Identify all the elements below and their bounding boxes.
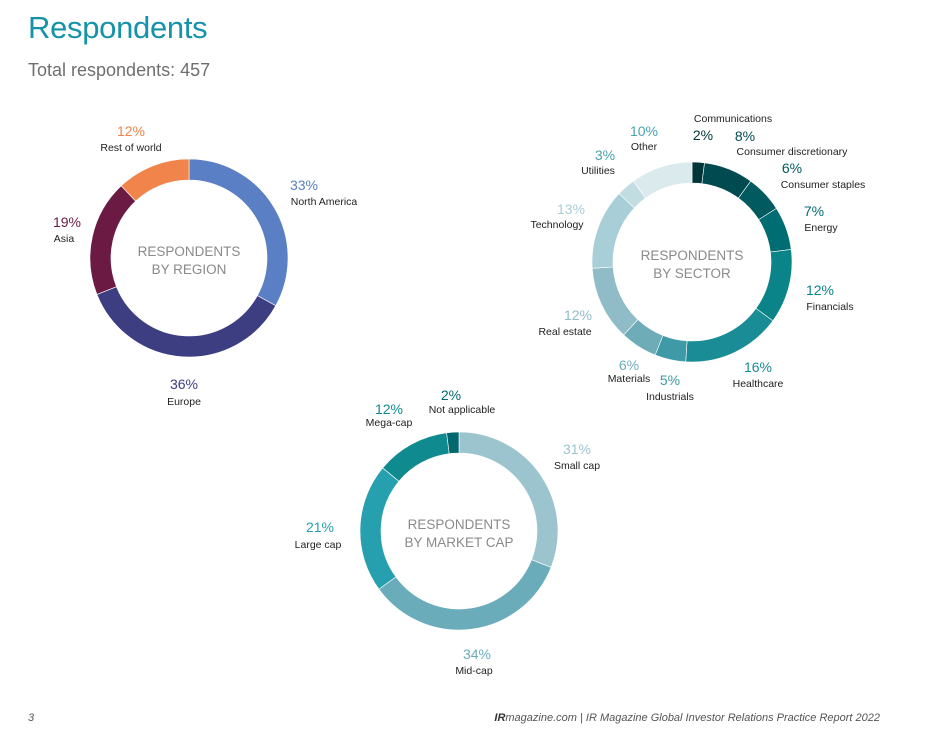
slice-pct-label: 34% bbox=[463, 646, 491, 662]
slice-pct-label: 2% bbox=[441, 387, 461, 403]
donut-chart-market-cap: 31% Small cap 34% Mid-cap 21% Large cap 12%Meg… bbox=[295, 387, 601, 677]
slice-name-label: Other bbox=[631, 141, 658, 153]
slice-pct-label: 10% bbox=[630, 123, 658, 139]
donut-center-title: BY MARKET CAP bbox=[404, 535, 513, 550]
slice-name-label: Communications bbox=[694, 113, 772, 125]
slice-north-america bbox=[188, 158, 289, 307]
slice-name-label: Real estate bbox=[538, 326, 591, 338]
donut-center-title: RESPONDENTS bbox=[408, 517, 511, 532]
footer-source: IRmagazine.com | IR Magazine Global Inve… bbox=[494, 712, 880, 724]
donut-center-title: BY SECTOR bbox=[653, 266, 731, 281]
slice-pct-label: 2% bbox=[693, 127, 713, 143]
slice-name-label: Asia bbox=[54, 233, 75, 245]
donut-center-title: BY REGION bbox=[152, 262, 227, 277]
slice-name-label: Small cap bbox=[554, 460, 600, 472]
slice-pct-label: 12% bbox=[117, 123, 145, 139]
page-title: Respondents bbox=[28, 10, 208, 45]
slice-name-label: Industrials bbox=[646, 391, 694, 403]
donut-chart-sector: 2% Communications 8% Consumer discretionary… bbox=[530, 113, 865, 403]
slice-name-label: Europe bbox=[167, 396, 201, 408]
slice-name-label: Mid-cap bbox=[455, 665, 493, 677]
slice-name-label: Utilities bbox=[581, 165, 615, 177]
slice-name-label: Healthcare bbox=[733, 378, 784, 390]
slice-name-label: Consumer discretionary bbox=[737, 146, 849, 158]
footer-brand: IR bbox=[494, 712, 506, 724]
slice-pct-label: 3% bbox=[595, 147, 615, 163]
donut-center-title: RESPONDENTS bbox=[641, 248, 744, 263]
slice-healthcare bbox=[685, 308, 774, 363]
slice-pct-label: 12% bbox=[564, 307, 592, 323]
slice-name-label: North America bbox=[291, 196, 358, 208]
slice-large-cap bbox=[359, 467, 400, 590]
slice-europe bbox=[96, 286, 277, 358]
slice-mega-cap bbox=[382, 432, 450, 482]
slice-pct-label: 8% bbox=[735, 128, 755, 144]
slice-pct-label: 6% bbox=[619, 357, 639, 373]
page-number: 3 bbox=[28, 712, 35, 724]
page-subtitle: Total respondents: 457 bbox=[28, 60, 211, 80]
slice-technology bbox=[591, 193, 635, 269]
slice-name-label: Energy bbox=[804, 222, 838, 234]
slice-name-label: Rest of world bbox=[100, 142, 161, 154]
slice-asia bbox=[89, 185, 137, 295]
slice-rest-of-world bbox=[120, 158, 190, 202]
slice-pct-label: 5% bbox=[660, 372, 680, 388]
slice-pct-label: 12% bbox=[806, 282, 834, 298]
slice-pct-label: 12% bbox=[375, 401, 403, 417]
slice-name-label: Mega-cap bbox=[366, 417, 413, 429]
footer-source-text: magazine.com | IR Magazine Global Invest… bbox=[505, 712, 880, 724]
slice-name-label: Large cap bbox=[295, 539, 342, 551]
slice-pct-label: 31% bbox=[563, 441, 591, 457]
slice-name-label: Technology bbox=[530, 219, 584, 231]
slice-name-label: Materials bbox=[608, 373, 651, 385]
slice-pct-label: 16% bbox=[744, 359, 772, 375]
slice-name-label: Financials bbox=[806, 301, 853, 313]
slice-pct-label: 21% bbox=[306, 519, 334, 535]
slice-pct-label: 6% bbox=[782, 160, 802, 176]
slice-financials bbox=[755, 249, 793, 322]
slice-other bbox=[632, 161, 693, 199]
slice-name-label: Consumer staples bbox=[781, 179, 866, 191]
slice-pct-label: 13% bbox=[557, 201, 585, 217]
donut-chart-region: 33% North America 36% Europe 19% Asia 12% Rest … bbox=[53, 123, 357, 408]
donut-center-title: RESPONDENTS bbox=[138, 244, 241, 259]
slice-mid-cap bbox=[378, 559, 552, 631]
slice-pct-label: 36% bbox=[170, 376, 198, 392]
slice-not-applicable bbox=[446, 431, 460, 454]
slice-name-label: Not applicable bbox=[429, 404, 496, 416]
slice-pct-label: 7% bbox=[804, 203, 824, 219]
slice-real-estate bbox=[591, 266, 639, 336]
slice-pct-label: 19% bbox=[53, 214, 81, 230]
slice-pct-label: 33% bbox=[290, 177, 318, 193]
